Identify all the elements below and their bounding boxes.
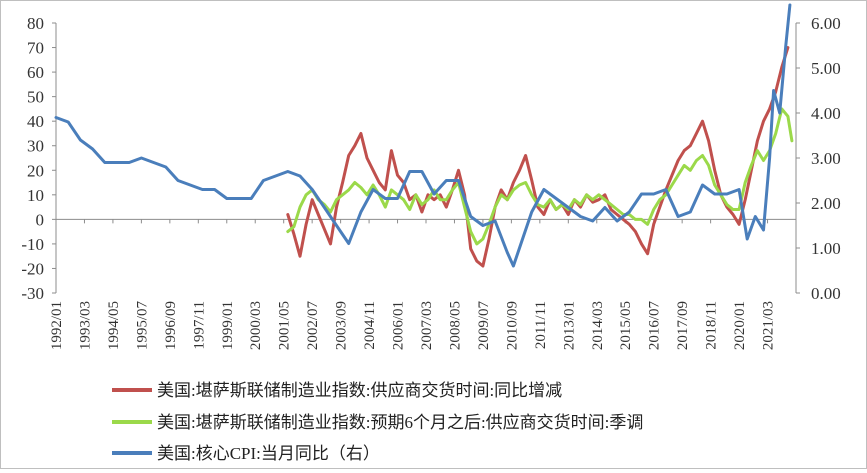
x-tick-label: 1992/01: [49, 301, 65, 350]
right-tick-label: 3.00: [811, 149, 841, 168]
x-tick-label: 2017/09: [675, 301, 691, 350]
x-tick-label: 2011/11: [533, 301, 549, 349]
left-tick-label: 30: [27, 137, 44, 156]
x-tick-label: 1996/09: [163, 301, 179, 350]
x-tick-label: 2014/03: [590, 301, 606, 350]
x-tick-label: 2004/11: [362, 301, 378, 350]
left-tick-label: 10: [27, 186, 44, 205]
series-line-0: [286, 46, 790, 268]
legend-label-blue: 美国:核心CPI:当月同比（右）: [157, 444, 380, 463]
left-tick-label: 40: [27, 112, 44, 131]
series-lines: [54, 3, 794, 268]
x-tick-label: 2015/05: [618, 301, 634, 350]
right-tick-label: 4.00: [811, 104, 841, 123]
x-tick-label: 1999/01: [220, 301, 236, 350]
left-tick-label: 80: [27, 14, 44, 33]
x-tick-label: 2007/03: [419, 301, 435, 350]
right-tick-label: 5.00: [811, 59, 841, 78]
right-tick-label: 6.00: [811, 14, 841, 33]
left-tick-label: -30: [21, 284, 44, 303]
right-tick-label: 1.00: [811, 239, 841, 258]
x-tick-label: 2006/01: [391, 301, 407, 350]
left-tick-label: 20: [27, 161, 44, 180]
x-tick-label: 2018/11: [704, 301, 720, 350]
x-tick-label: 2001/05: [277, 301, 293, 350]
right-tick-label: 2.00: [811, 194, 841, 213]
x-tick-label: 2008/05: [447, 301, 463, 350]
axes: -30 -20 -10 0 10 20 30 40 50 60 70 80 0.00 1.00 2.00 3.…: [21, 14, 840, 350]
left-tick-label: 70: [27, 39, 44, 58]
x-tick-label: 2020/01: [732, 301, 748, 350]
legend-label-green: 美国:堪萨斯联储制造业指数:预期6个月之后:供应商交货时间:季调: [157, 413, 643, 432]
left-tick-label: -10: [21, 235, 44, 254]
series-line-1: [286, 107, 794, 246]
x-tick-label: 2009/07: [476, 301, 492, 351]
x-tick-label: 2003/09: [334, 301, 350, 350]
x-tick-label: 1995/07: [134, 301, 150, 351]
x-tick-label: 2021/03: [761, 301, 777, 350]
x-tick-label: 2013/01: [561, 301, 577, 350]
series-line-2: [54, 3, 792, 268]
left-tick-label: 60: [27, 63, 44, 82]
left-tick-label: 50: [27, 88, 44, 107]
x-tick-label: 2002/07: [305, 301, 321, 351]
x-tick-label: 2000/03: [248, 301, 264, 350]
left-tick-label: -20: [21, 259, 44, 278]
x-tick-label: 1993/03: [77, 301, 93, 350]
x-tick-label: 2016/07: [647, 301, 663, 351]
x-tick-label: 2010/09: [504, 301, 520, 350]
legend-label-red: 美国:堪萨斯联储制造业指数:供应商交货时间:同比增减: [157, 381, 562, 400]
legend: 美国:堪萨斯联储制造业指数:供应商交货时间:同比增减 美国:堪萨斯联储制造业指数…: [112, 381, 643, 463]
x-tick-label: 1994/05: [106, 301, 122, 350]
x-tick-label: 1997/11: [191, 301, 207, 350]
left-tick-label: 0: [36, 210, 45, 229]
right-tick-label: 0.00: [811, 284, 841, 303]
